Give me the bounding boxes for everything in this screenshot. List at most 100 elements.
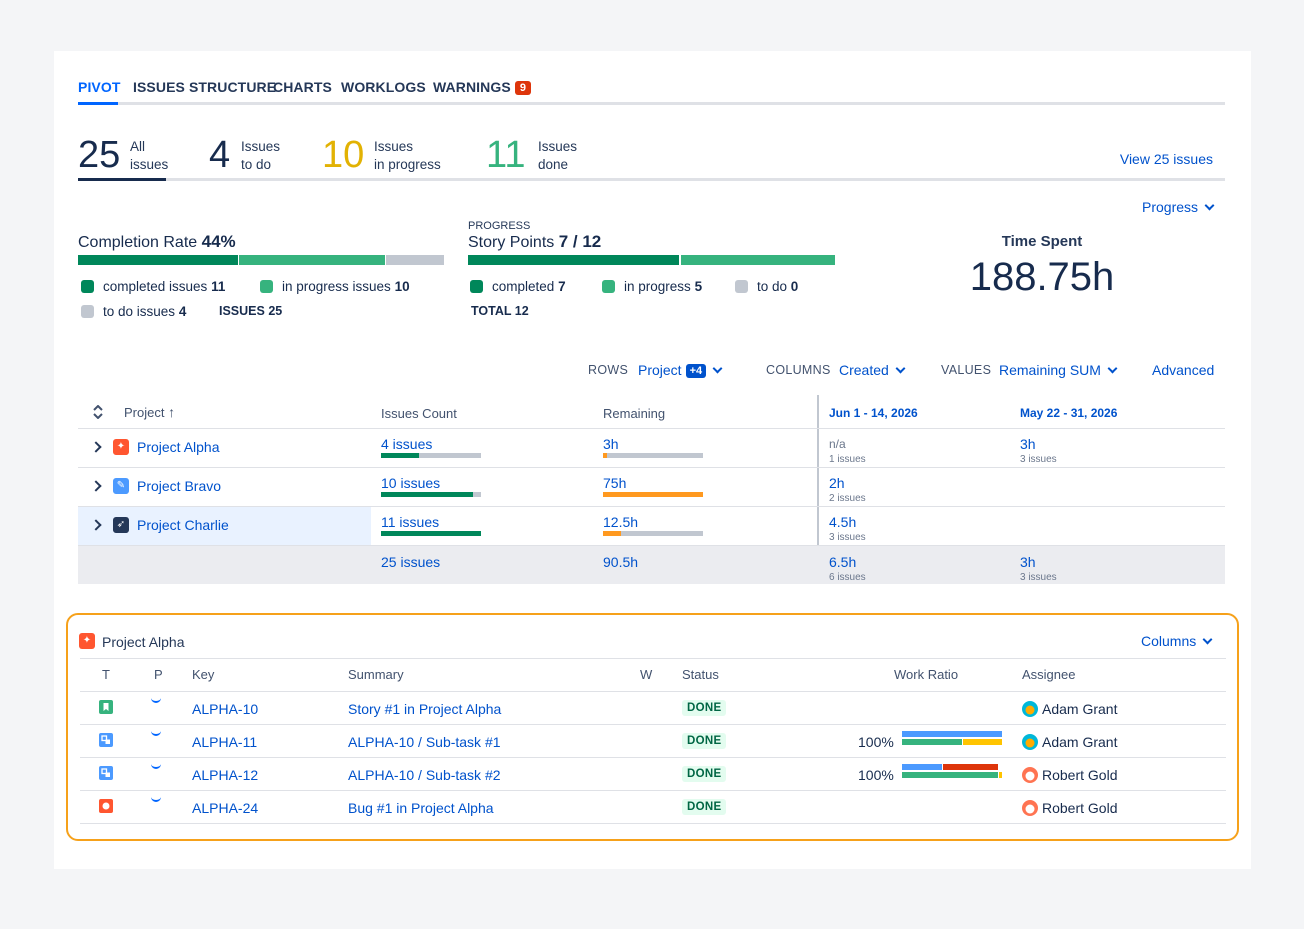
legend-todo-issues: to do issues 4 [81,304,186,319]
total-count-link[interactable]: 25 issues [381,554,441,570]
sort-ascending-icon: ↑ [168,404,176,420]
tab-pivot[interactable]: PIVOT [78,79,121,95]
legend-swatch [81,280,94,293]
issues-total-label: ISSUES [219,304,265,318]
header-issues-count[interactable]: Issues Count [381,406,457,421]
story-points-value: 7 / 12 [558,232,602,251]
total-remaining-link[interactable]: 90.5h [603,554,639,570]
sort-toggle-icon[interactable] [92,405,104,419]
header-assignee[interactable]: Assignee [1022,667,1076,682]
issue-key-link[interactable]: ALPHA-12 [192,767,259,783]
issue-key-link[interactable]: ALPHA-11 [192,734,258,750]
remaining-bar-track [603,531,703,536]
tab-issues-structure[interactable]: ISSUES STRUCTURE [133,79,277,95]
issue-summary-link[interactable]: Bug #1 in Project Alpha [348,800,494,816]
remaining-link[interactable]: 3h [603,436,619,452]
header-key[interactable]: Key [192,667,215,682]
work-ratio-estimate-bar [902,764,942,770]
project-bravo-link[interactable]: Project Bravo [137,478,222,494]
expand-chevron-icon[interactable] [90,480,102,492]
project-alpha-link[interactable]: Project Alpha [137,439,220,455]
tab-worklogs[interactable]: WORKLOGS [341,79,426,95]
chevron-down-icon [712,363,723,374]
time-spent-title: Time Spent [1001,233,1083,250]
detail-header-row: T P Key Summary W Status Work Ratio Assi… [80,659,1226,692]
issue-key-link[interactable]: ALPHA-10 [192,701,259,717]
work-ratio-value: 100% [858,734,894,750]
advanced-link[interactable]: Advanced [1152,362,1215,378]
rows-dropdown[interactable]: Project +4 [638,362,723,378]
expand-chevron-icon[interactable] [90,441,102,453]
values-value: Remaining SUM [999,362,1101,378]
tab-warnings[interactable]: WARNINGS 9 [433,79,532,95]
legend-swatch [602,280,615,293]
story-total-value: 12 [514,304,529,318]
legend-value: 7 [558,279,566,294]
cell-sub: 2 issues [829,493,866,504]
values-dropdown[interactable]: Remaining SUM [999,362,1118,378]
stat-done-label: Issues done [538,139,578,172]
issue-summary-link[interactable]: ALPHA-10 / Sub-task #2 [348,767,501,783]
legend-in-progress-issues: in progress issues 10 [260,279,410,294]
issue-row: ALPHA-10 Story #1 in Project Alpha DONE … [80,692,1226,725]
issue-key-link[interactable]: ALPHA-24 [192,800,259,816]
header-type[interactable]: T [102,667,110,682]
issue-row: ALPHA-12 ALPHA-10 / Sub-task #2 DONE 100… [80,758,1226,791]
completion-bar-todo [386,255,444,265]
header-remaining[interactable]: Remaining [603,406,666,421]
legend-story-in-progress: in progress 5 [602,279,702,294]
total-col2-link[interactable]: 3h [1020,554,1036,570]
work-ratio-logged-bar [902,739,962,745]
time-spent-value: 188.75h [969,255,1115,299]
remaining-link[interactable]: 75h [603,475,627,491]
progress-dropdown-label: Progress [1142,199,1199,215]
stat-in-progress-label: Issues in progress [374,139,441,172]
stat-in-progress-number: 10 [322,134,365,176]
issue-summary-link[interactable]: ALPHA-10 / Sub-task #1 [348,734,501,750]
legend-value: 10 [394,279,410,294]
header-summary[interactable]: Summary [348,667,404,682]
stat-todo-number: 4 [209,134,231,176]
remaining-link[interactable]: 12.5h [603,514,639,530]
stat-todo-label: Issues to do [241,139,281,172]
priority-low-icon [151,763,161,769]
issue-summary-link[interactable]: Story #1 in Project Alpha [348,701,502,717]
header-w[interactable]: W [640,667,653,682]
column-divider [817,395,819,584]
header-status[interactable]: Status [682,667,719,682]
count-bar-fill [381,492,473,497]
header-priority[interactable]: P [154,667,163,682]
header-col-jun[interactable]: Jun 1 - 14, 2026 [829,406,918,420]
tab-charts[interactable]: CHARTS [273,79,332,95]
cell-value[interactable]: 2h [829,475,845,491]
header-work-ratio[interactable]: Work Ratio [894,667,959,682]
view-issues-link[interactable]: View 25 issues [1119,151,1213,167]
issue-row: ALPHA-24 Bug #1 in Project Alpha DONE Ro… [80,791,1226,824]
count-bar-fill [381,531,481,536]
total-col1-link[interactable]: 6.5h [829,554,857,570]
report-card: PIVOT ISSUES STRUCTURE CHARTS WORKLOGS W… [54,51,1251,869]
cell-sub: 3 issues [1020,572,1057,583]
count-link[interactable]: 11 issues [381,514,440,530]
detail-top-divider [80,626,1226,659]
legend-value: 4 [178,304,187,319]
project-charlie-link[interactable]: Project Charlie [137,517,229,533]
chevron-down-icon [895,363,906,374]
detail-title: Project Alpha [102,634,185,650]
completion-rate-label: Completion Rate [78,234,198,251]
pivot-header-row: Project ↑ Issues Count Remaining Jun 1 -… [78,395,1225,429]
header-project[interactable]: Project ↑ [124,404,175,420]
story-type-icon [99,700,113,714]
issues-total: ISSUES 25 [219,304,282,318]
columns-dropdown[interactable]: Created [839,362,906,378]
chevron-down-icon [1204,200,1215,211]
subtask-type-icon [99,766,113,780]
cell-value[interactable]: 4.5h [829,514,857,530]
count-link[interactable]: 10 issues [381,475,441,491]
columns-button[interactable]: Columns [1141,633,1213,649]
count-link[interactable]: 4 issues [381,436,433,452]
cell-value[interactable]: 3h [1020,436,1036,452]
progress-dropdown[interactable]: Progress [1142,199,1215,215]
story-points-caption: PROGRESS [468,220,531,232]
header-col-may[interactable]: May 22 - 31, 2026 [1020,406,1118,420]
